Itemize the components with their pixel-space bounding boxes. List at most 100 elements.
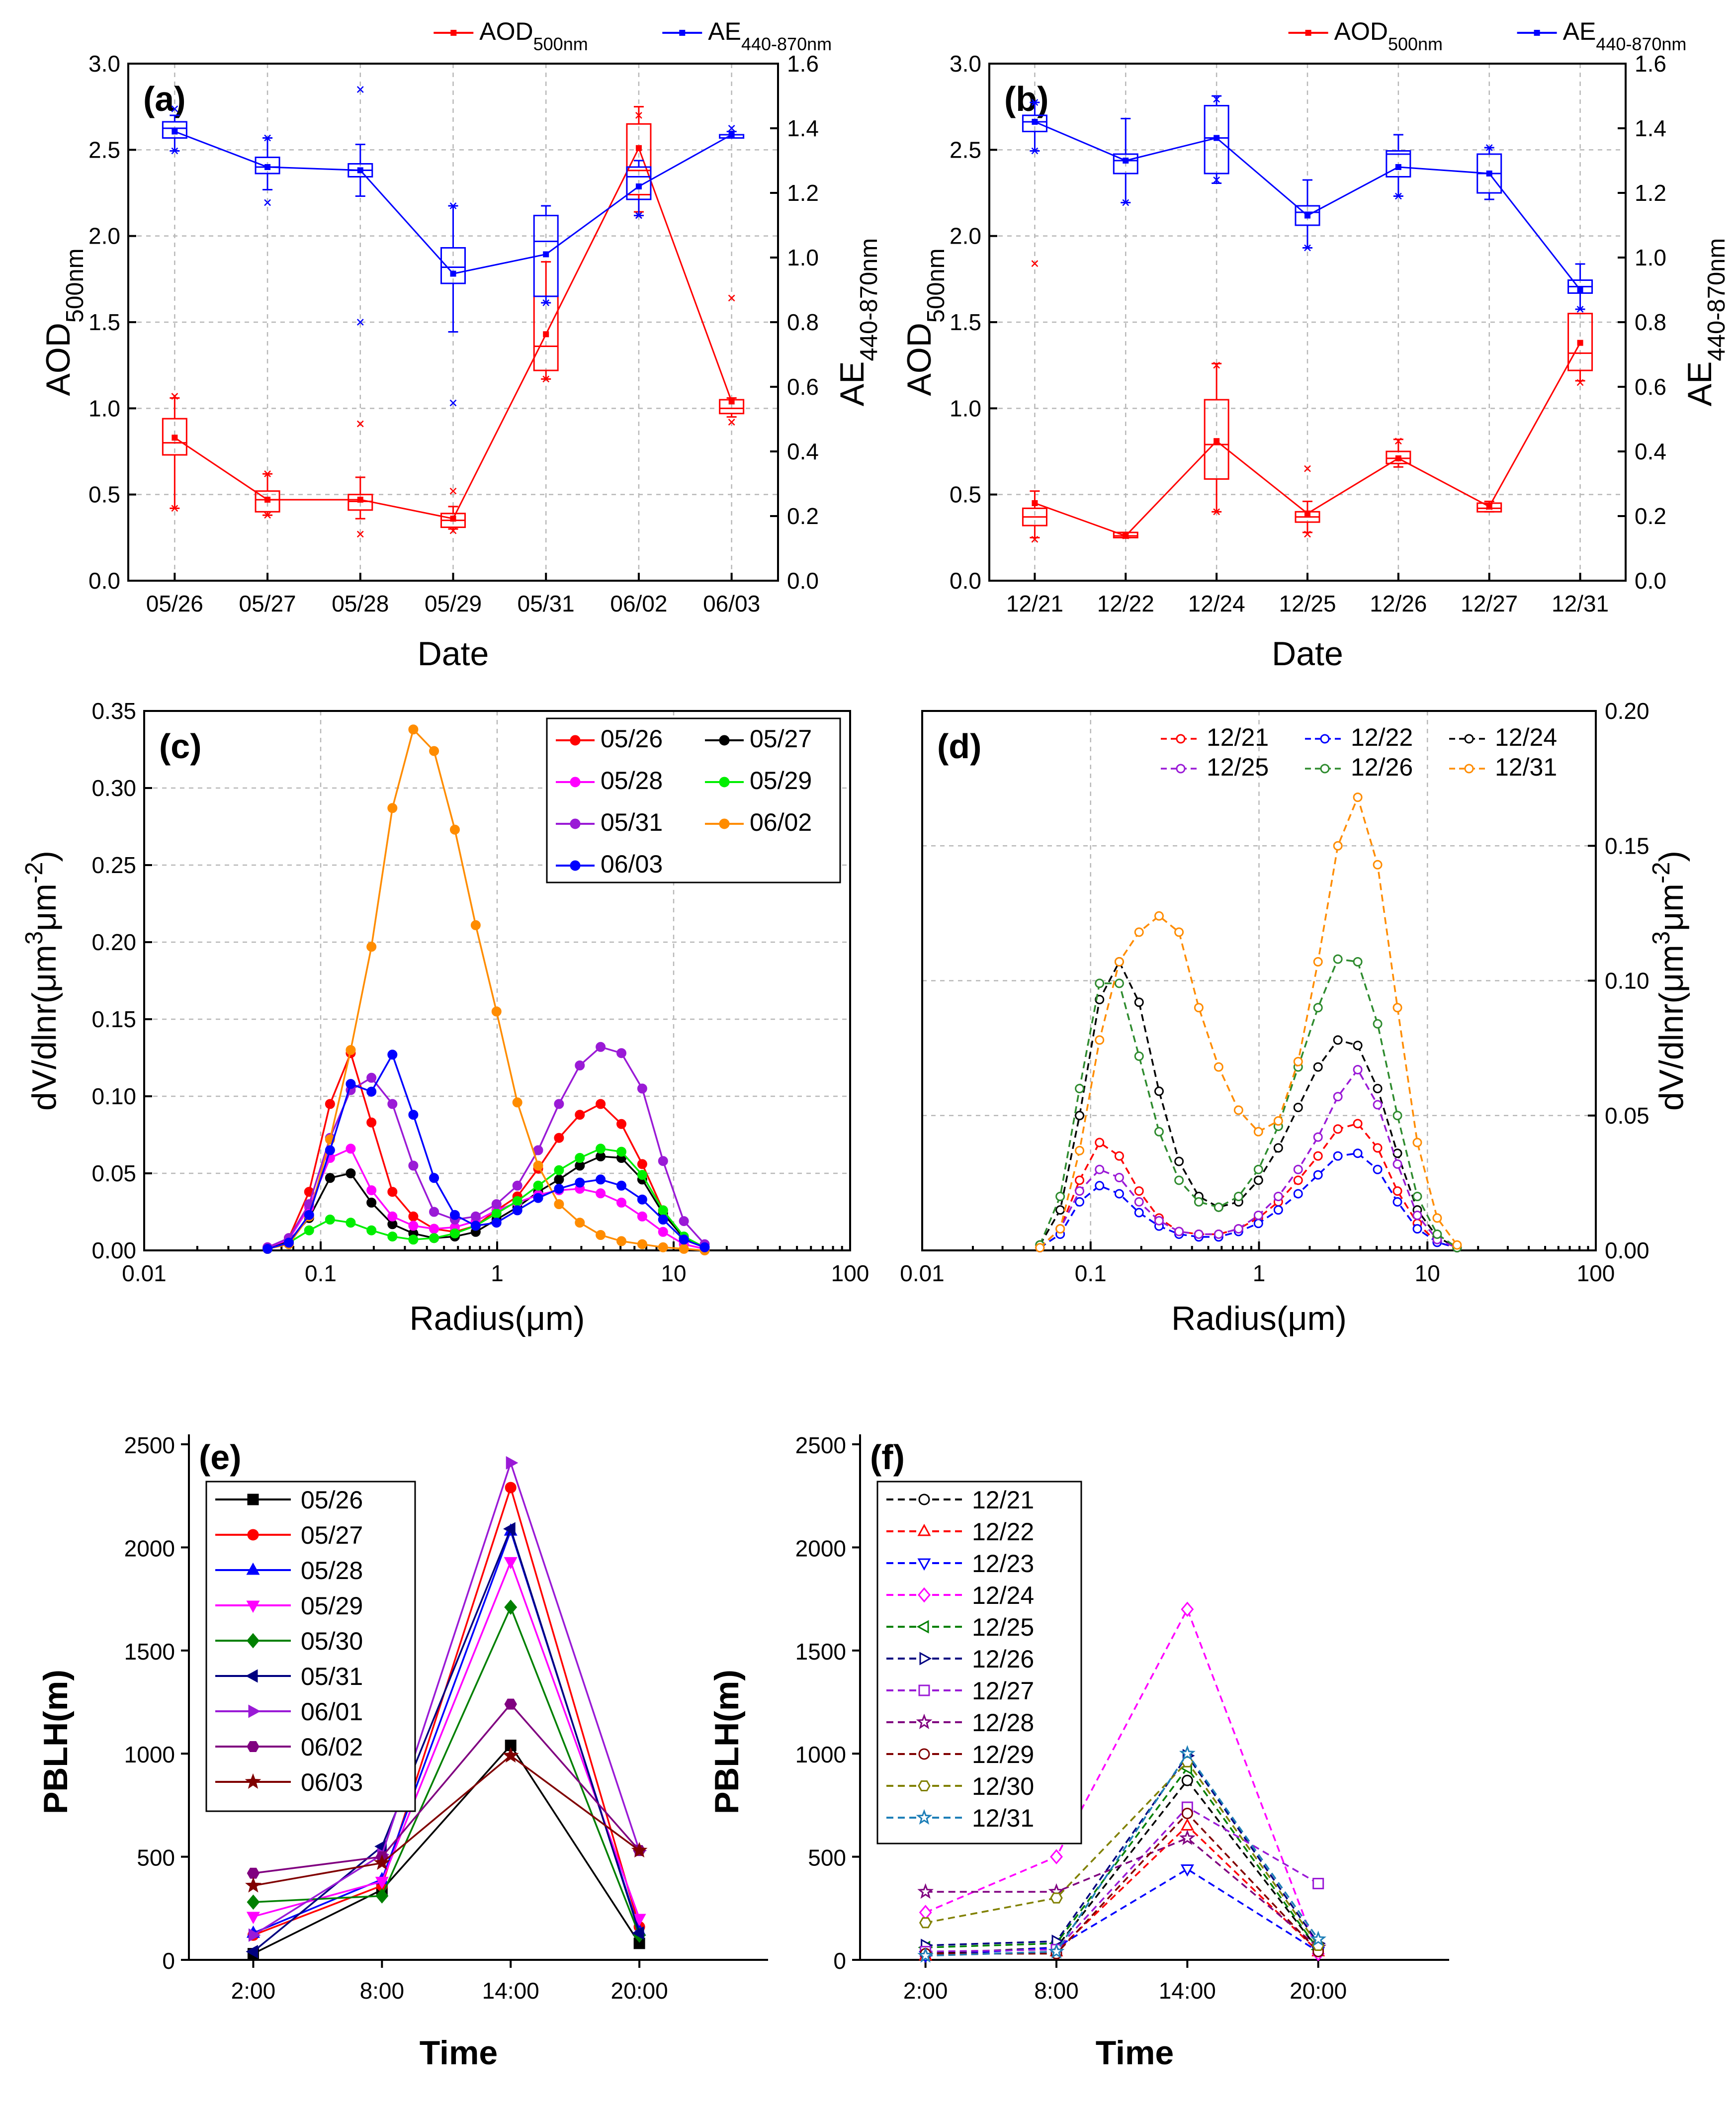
data-point xyxy=(1214,1229,1223,1239)
y2-tick-label: 0.6 xyxy=(1635,374,1666,400)
data-point xyxy=(1310,1931,1327,1946)
data-point xyxy=(1233,1224,1243,1234)
y-tick-label: 2.0 xyxy=(88,223,120,249)
data-point xyxy=(304,1210,314,1220)
outlier-marker xyxy=(1213,361,1220,369)
y-axis-label-part: μm xyxy=(1652,883,1690,931)
y-tick-label: 0.00 xyxy=(91,1237,136,1263)
data-point xyxy=(1373,1164,1383,1174)
outlier-marker xyxy=(1031,99,1039,106)
outlier-marker xyxy=(728,294,735,302)
data-point xyxy=(1095,1181,1105,1191)
data-point xyxy=(699,1242,710,1252)
y2-tick-label: 0.4 xyxy=(1635,439,1666,464)
data-point xyxy=(637,1083,647,1094)
outlier-marker xyxy=(1213,508,1220,516)
series-line xyxy=(925,1766,1319,1950)
data-point xyxy=(1353,792,1363,802)
legend-marker xyxy=(248,1704,261,1718)
y-tick-label: 2000 xyxy=(795,1535,846,1561)
data-point xyxy=(1392,1003,1402,1013)
mean-marker xyxy=(635,183,642,189)
box xyxy=(1295,205,1320,226)
data-point xyxy=(1114,1189,1124,1199)
panel-label: (e) xyxy=(199,1438,242,1477)
legend-marker xyxy=(918,1780,931,1792)
y-axis-label: dV/dlnr(μm3μm-2) xyxy=(1648,851,1690,1111)
data-point xyxy=(631,1926,644,1940)
legend-label: 05/31 xyxy=(601,808,663,836)
outlier-marker xyxy=(635,112,642,119)
data-point xyxy=(346,1218,356,1228)
series-line xyxy=(1039,1068,1458,1249)
data-point xyxy=(1114,957,1124,967)
series-line xyxy=(253,1460,640,1936)
data-point xyxy=(504,1599,518,1615)
outlier-marker xyxy=(1031,535,1039,543)
legend: 12/21 12/22 12/23 12/24 12/25 12/26 12/27 12/28… xyxy=(876,1481,1082,1845)
data-point xyxy=(596,1099,606,1109)
outlier-marker xyxy=(542,375,550,383)
y2-tick-label: 0.6 xyxy=(787,374,819,400)
legend-marker xyxy=(570,860,581,871)
y-axis-label-part: ) xyxy=(25,851,63,862)
y-tick-label: 500 xyxy=(137,1845,175,1871)
y-axis-label-part: AOD xyxy=(900,323,938,396)
mean-marker xyxy=(728,398,735,405)
outlier-marker xyxy=(1122,532,1129,539)
legend-label: 12/31 xyxy=(972,1804,1034,1832)
data-point xyxy=(616,1180,627,1191)
data-point xyxy=(1273,1192,1283,1201)
y-axis-label: AOD500nm xyxy=(39,248,88,396)
data-point xyxy=(1353,1148,1363,1158)
y-tick-label: 0.0 xyxy=(88,568,120,594)
data-point xyxy=(616,1236,627,1246)
data-point xyxy=(1333,1124,1343,1134)
y2-tick-label: 1.2 xyxy=(1635,180,1666,206)
data-point xyxy=(1273,1116,1283,1126)
data-point xyxy=(658,1205,668,1216)
outlier-marker xyxy=(728,419,735,426)
series-line xyxy=(925,1779,1319,1955)
series-line xyxy=(267,1155,705,1250)
data-point xyxy=(504,1698,517,1710)
data-point xyxy=(1134,1208,1144,1218)
panel-c: 0.01 0.1 1 10 100 0.00 0.05 0.10 0.15 0.20 0.25 0.3… xyxy=(21,698,869,1337)
mean-marker xyxy=(1214,438,1220,444)
outlier-marker xyxy=(356,86,364,93)
series-12-31 xyxy=(917,1745,1327,1963)
data-point xyxy=(1253,1210,1263,1220)
mean-marker xyxy=(172,435,178,441)
mean-marker xyxy=(357,167,363,174)
legend-marker xyxy=(570,818,581,829)
mean-marker xyxy=(1395,455,1401,461)
data-point xyxy=(637,1211,647,1222)
mean-marker xyxy=(1032,119,1038,125)
legend-label: 12/25 xyxy=(1207,753,1269,781)
data-point xyxy=(246,1944,258,1958)
legend-label: 12/27 xyxy=(972,1677,1034,1705)
data-point xyxy=(575,1177,585,1188)
y-axis-label-part: 3 xyxy=(21,931,48,945)
data-point xyxy=(575,1060,585,1070)
data-point xyxy=(429,746,439,756)
series-line xyxy=(253,1702,640,1874)
box xyxy=(1386,150,1411,177)
panel-e: 0 500 1000 1500 2000 2500 2:00 8:00 14:00 20:00 Ti… xyxy=(37,1432,768,2072)
mean-marker xyxy=(543,331,549,338)
y2-axis-label: AE440-870nm xyxy=(1681,238,1730,406)
x-tick-label: 0.1 xyxy=(305,1260,337,1286)
data-point xyxy=(373,1854,390,1870)
data-point xyxy=(1075,1084,1085,1093)
data-point xyxy=(1095,1035,1105,1045)
outlier-marker xyxy=(1213,95,1220,103)
legend-label: 06/02 xyxy=(301,1733,363,1761)
legend-marker xyxy=(246,1600,260,1613)
y-tick-label: 0.20 xyxy=(1605,698,1649,724)
mean-marker xyxy=(543,251,549,258)
panel-label: (c) xyxy=(159,727,202,766)
data-point xyxy=(512,1205,522,1216)
outlier-marker xyxy=(171,147,178,155)
legend-label: 05/29 xyxy=(301,1592,363,1620)
data-point xyxy=(408,1110,419,1120)
